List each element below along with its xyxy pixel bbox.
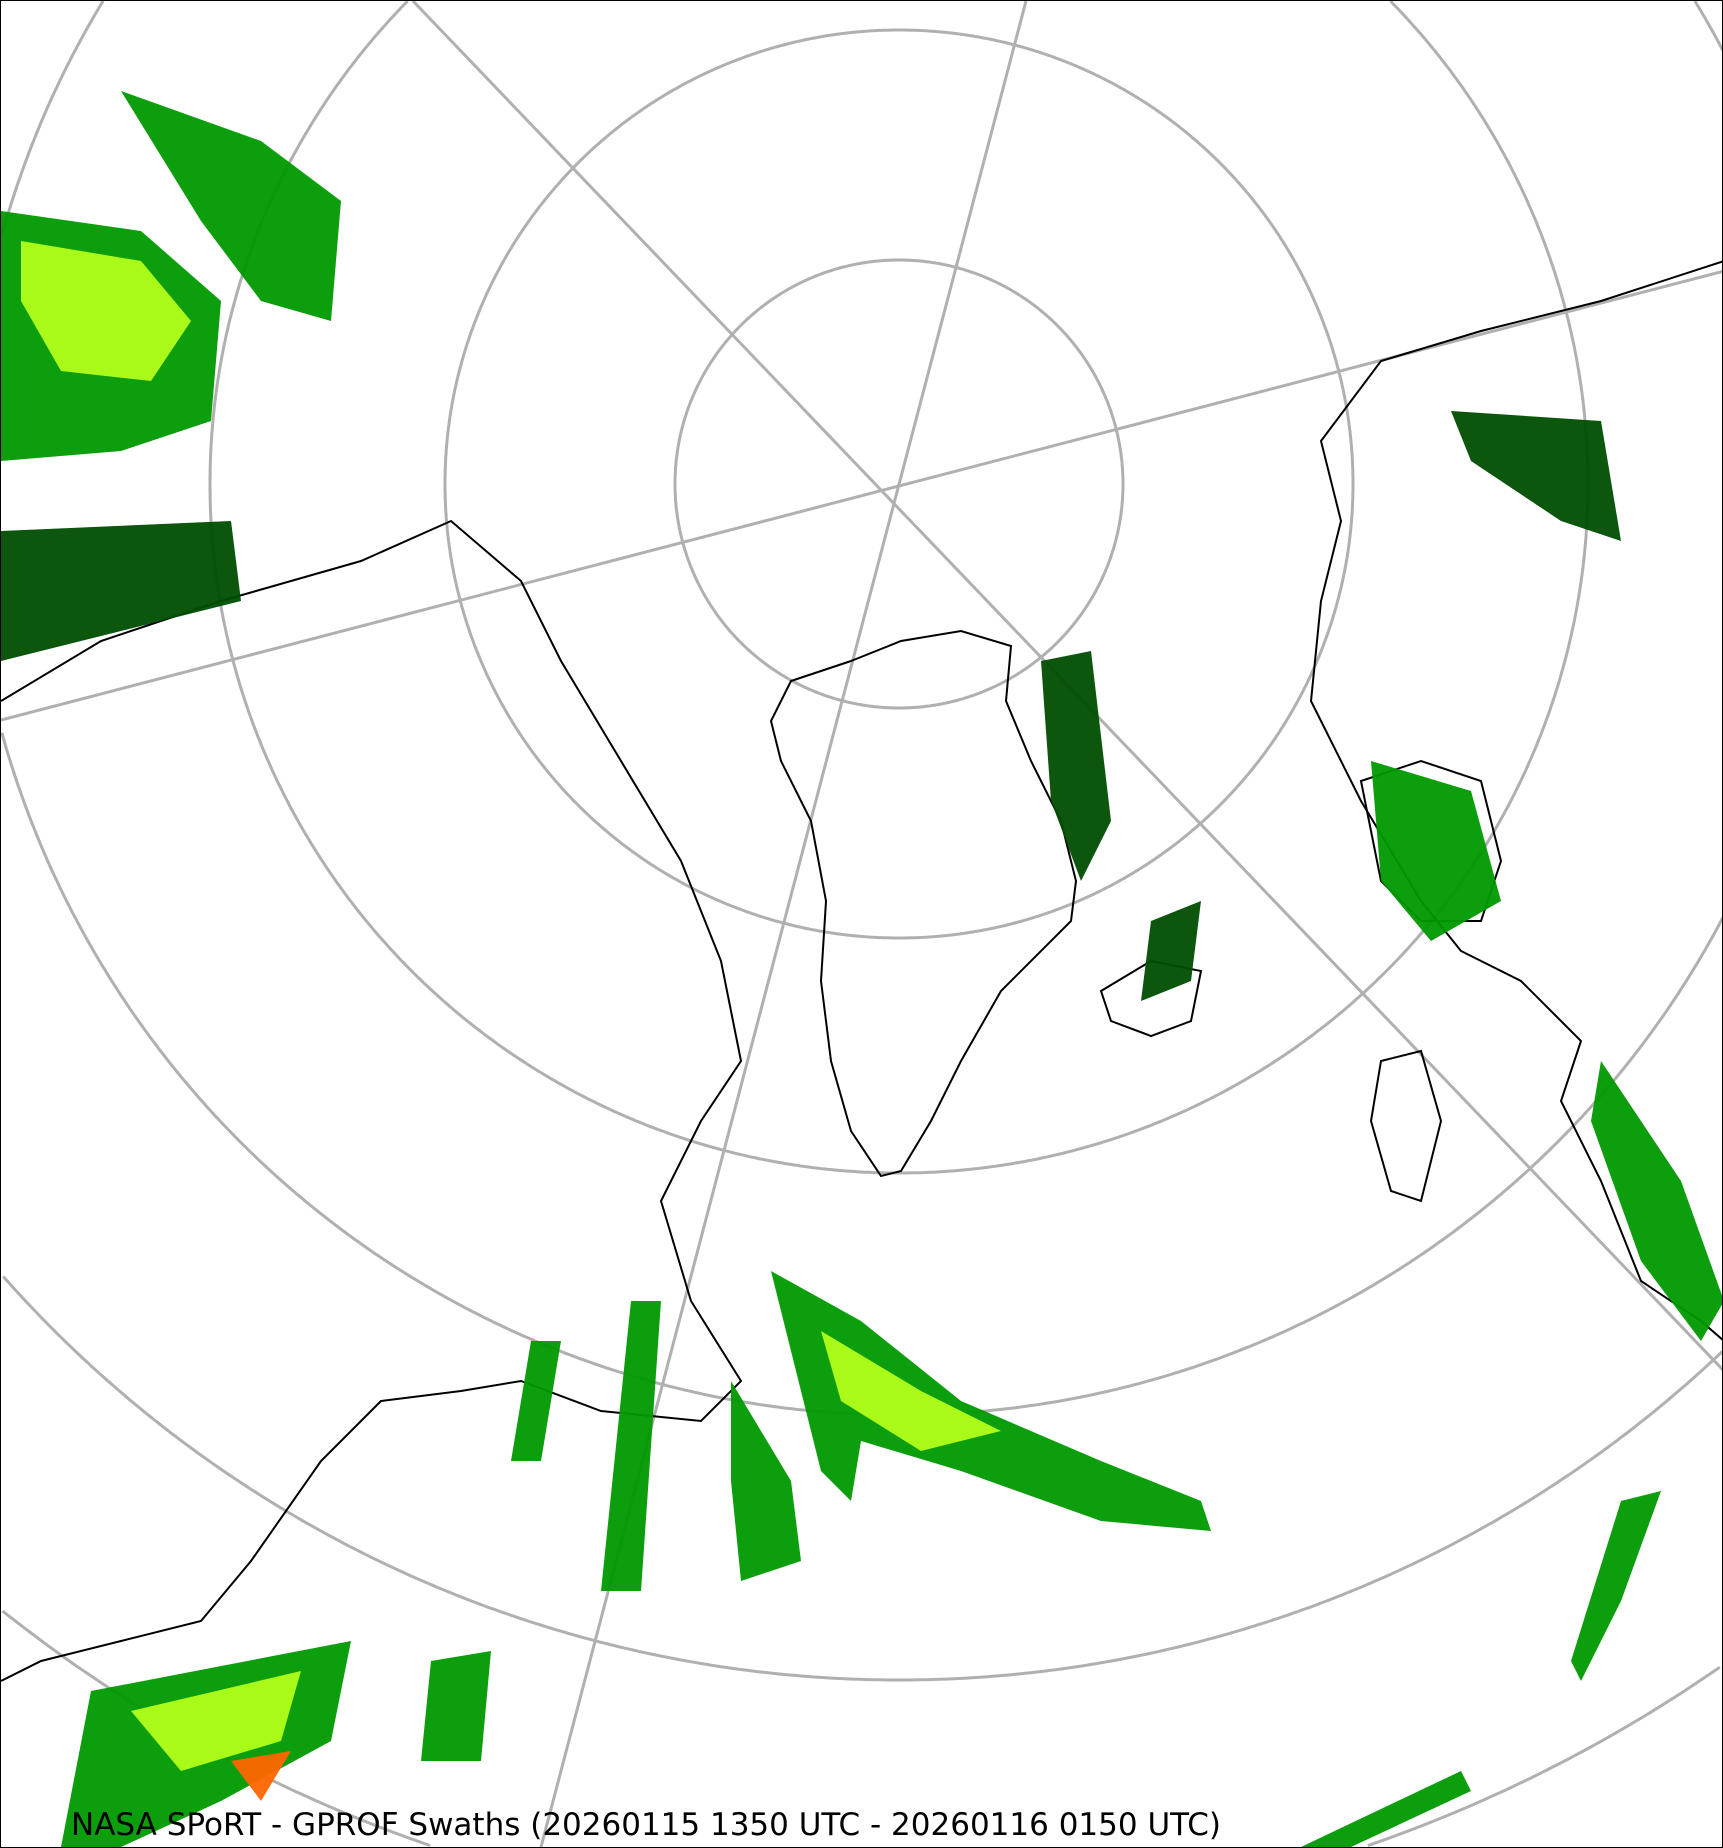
- precip-area: [1301, 1771, 1471, 1847]
- precip-area: [1141, 901, 1201, 1001]
- latitude-circle: [1367, 1665, 1721, 1847]
- latitude-circle: [1, 1, 105, 236]
- precip-area: [231, 1751, 291, 1801]
- precip-area: [1, 521, 241, 661]
- precip-area: [1591, 1061, 1722, 1341]
- map-caption: NASA SPoRT - GPROF Swaths (20260115 1350…: [71, 1807, 1221, 1843]
- greenland-outline: [769, 629, 1078, 1178]
- latitude-circle: [2, 1275, 1722, 1682]
- precip-area: [121, 91, 341, 321]
- latitude-circle: [673, 258, 1125, 710]
- precip-area: [771, 1271, 1211, 1531]
- precip-area: [511, 1341, 561, 1461]
- britain-outline: [1369, 1049, 1443, 1203]
- precip-area: [21, 241, 191, 381]
- latitude-circle: [443, 28, 1355, 940]
- precip-area: [1371, 761, 1501, 941]
- precip-area: [1571, 1491, 1661, 1681]
- precipitation-swaths: [1, 91, 1722, 1847]
- precip-area: [601, 1301, 661, 1591]
- precip-area: [821, 1331, 1001, 1451]
- latitude-circle: [1, 732, 1722, 1417]
- precip-area: [421, 1651, 491, 1761]
- precip-area: [1451, 411, 1621, 541]
- precip-area: [131, 1671, 301, 1771]
- north-america-outline: [1, 519, 743, 1682]
- latitude-circle: [1389, 1, 1590, 484]
- precip-area: [1041, 651, 1111, 881]
- latitude-circle: [208, 1, 1590, 1175]
- meridian-line: [1, 269, 1722, 722]
- precip-area: [731, 1381, 801, 1581]
- latitude-circle: [1693, 1, 1722, 52]
- coastlines: [1, 260, 1722, 1682]
